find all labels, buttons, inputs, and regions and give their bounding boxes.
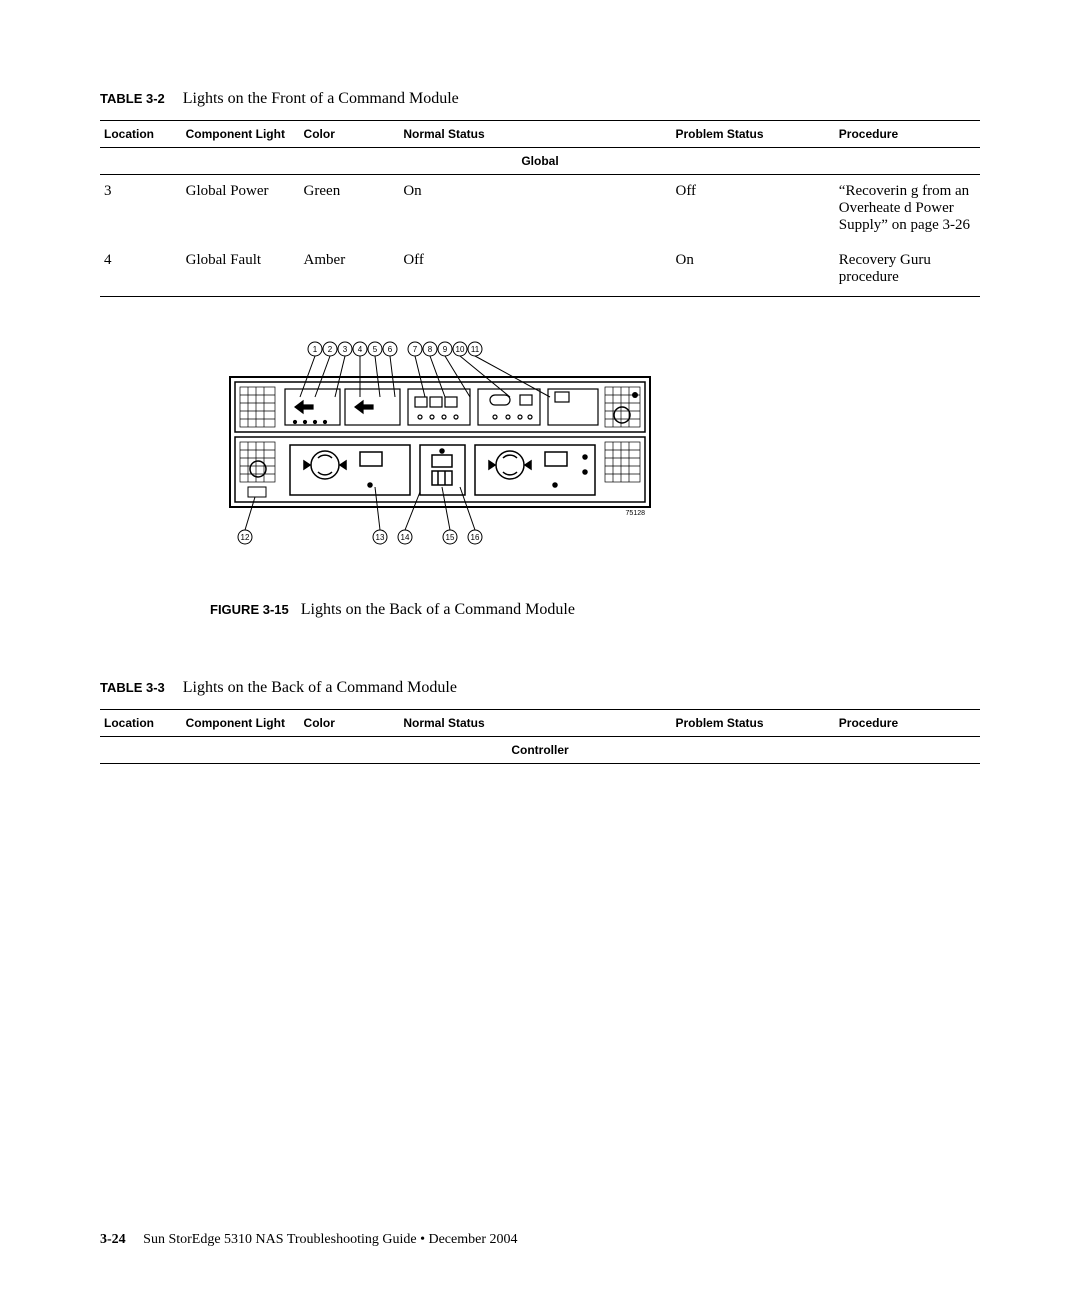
table-3-3-caption: TABLE 3-3 Lights on the Back of a Comman…	[100, 679, 980, 697]
callout-8: 8	[428, 345, 433, 354]
th-component: Component Light	[182, 710, 300, 737]
cell-color: Amber	[300, 244, 400, 297]
th-color: Color	[300, 121, 400, 148]
board-id: 75128	[626, 510, 646, 517]
cell-normal: On	[399, 175, 671, 245]
th-normal: Normal Status	[399, 710, 671, 737]
cell-location: 3	[100, 175, 182, 245]
callout-14: 14	[401, 533, 410, 542]
table-3-3-label: TABLE 3-3	[100, 680, 165, 695]
figure-3-15-caption: FIGURE 3-15 Lights on the Back of a Comm…	[210, 601, 980, 619]
table-3-3-title: Lights on the Back of a Command Module	[183, 679, 457, 696]
callout-12: 12	[241, 533, 250, 542]
callout-15: 15	[446, 533, 455, 542]
cell-component: Global Fault	[182, 244, 300, 297]
th-procedure: Procedure	[835, 710, 980, 737]
cell-procedure: “Recoverin g from an Overheate d Power S…	[835, 175, 980, 245]
cell-problem: Off	[672, 175, 835, 245]
cell-procedure: Recovery Guru procedure	[835, 244, 980, 297]
th-problem: Problem Status	[672, 121, 835, 148]
figure-3-15: 1 2 3 4 5 6 7 8 9 10 11	[210, 337, 980, 619]
th-component: Component Light	[182, 121, 300, 148]
cell-problem: On	[672, 244, 835, 297]
table-3-3-section: Controller	[100, 737, 980, 764]
table-3-2-section: Global	[100, 148, 980, 175]
table-3-2-caption: TABLE 3-2 Lights on the Front of a Comma…	[100, 90, 980, 108]
th-location: Location	[100, 121, 182, 148]
figure-3-15-label: FIGURE 3-15	[210, 602, 289, 617]
page-footer: 3-24 Sun StorEdge 5310 NAS Troubleshooti…	[100, 1232, 518, 1248]
callout-13: 13	[376, 533, 385, 542]
th-color: Color	[300, 710, 400, 737]
callout-10: 10	[456, 345, 465, 354]
table-3-2-header-row: Location Component Light Color Normal St…	[100, 121, 980, 148]
table-3-3-header-row: Location Component Light Color Normal St…	[100, 710, 980, 737]
figure-3-15-title: Lights on the Back of a Command Module	[301, 601, 575, 618]
callout-11: 11	[471, 345, 480, 354]
command-module-back-diagram: 1 2 3 4 5 6 7 8 9 10 11	[210, 337, 670, 562]
table-3-2-title: Lights on the Front of a Command Module	[183, 90, 459, 107]
th-location: Location	[100, 710, 182, 737]
table-row: 4 Global Fault Amber Off On Recovery Gur…	[100, 244, 980, 297]
callout-2: 2	[328, 345, 333, 354]
callout-5: 5	[373, 345, 378, 354]
table-3-2-section-row: Global	[100, 148, 980, 175]
table-3-3: Location Component Light Color Normal St…	[100, 709, 980, 764]
table-3-3-section-row: Controller	[100, 737, 980, 764]
table-row: 3 Global Power Green On Off “Recoverin g…	[100, 175, 980, 245]
callout-7: 7	[413, 345, 418, 354]
footer-text: Sun StorEdge 5310 NAS Troubleshooting Gu…	[143, 1232, 517, 1247]
cell-component: Global Power	[182, 175, 300, 245]
callout-1: 1	[313, 345, 318, 354]
cell-color: Green	[300, 175, 400, 245]
callout-6: 6	[388, 345, 393, 354]
th-procedure: Procedure	[835, 121, 980, 148]
th-problem: Problem Status	[672, 710, 835, 737]
table-3-2-label: TABLE 3-2	[100, 91, 165, 106]
table-3-2: Location Component Light Color Normal St…	[100, 120, 980, 297]
page-number: 3-24	[100, 1232, 126, 1247]
callout-9: 9	[443, 345, 448, 354]
th-normal: Normal Status	[399, 121, 671, 148]
callout-3: 3	[343, 345, 348, 354]
cell-location: 4	[100, 244, 182, 297]
callout-4: 4	[358, 345, 363, 354]
callout-16: 16	[471, 533, 480, 542]
cell-normal: Off	[399, 244, 671, 297]
